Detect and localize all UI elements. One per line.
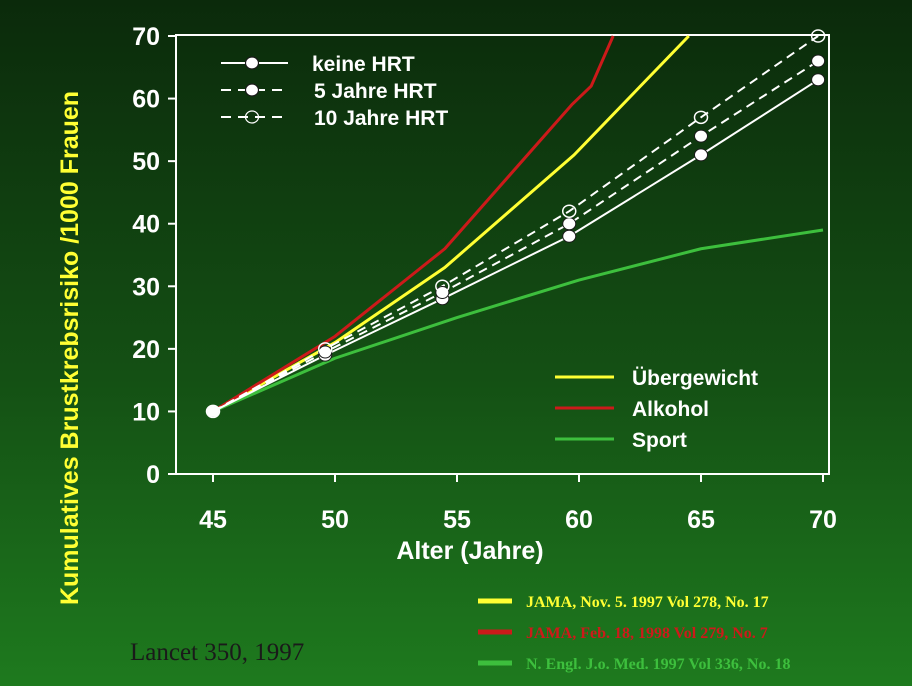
hrt-marker: [561, 204, 577, 218]
legend-hrt-marker: [244, 83, 260, 97]
hrt-marker: [435, 279, 450, 294]
hrt-marker: [693, 110, 709, 125]
hrt-line-2: [212, 60, 819, 413]
y-tick-label: 10: [132, 398, 160, 426]
legend-hrt-label: 5 Jahre HRT: [314, 80, 437, 103]
source-citation: Lancet 350, 1997: [130, 639, 304, 666]
legend-risk-label: Alkohol: [632, 398, 709, 421]
y-tick-label: 40: [132, 211, 160, 239]
hrt-line-1: [212, 78, 819, 413]
legend-risk-label: Sport: [632, 429, 687, 452]
hrt-marker: [562, 229, 577, 243]
risk-line-sport: [212, 228, 824, 413]
x-tick-label: 50: [321, 506, 349, 534]
hrt-marker: [810, 29, 826, 43]
hrt-marker: [205, 404, 221, 419]
y-tick-label: 50: [132, 148, 160, 176]
reference-citation: JAMA, Nov. 5. 1997 Vol 278, No. 17: [526, 594, 769, 611]
legend-hrt-marker: [244, 56, 260, 70]
y-tick-label: 70: [132, 23, 160, 51]
y-tick-label: 20: [132, 336, 160, 364]
x-tick-label: 45: [199, 506, 227, 534]
x-tick-label: 65: [687, 506, 715, 534]
legend-hrt-label: keine HRT: [312, 53, 415, 76]
hrt-marker: [694, 129, 708, 143]
legend-risk-label: Übergewicht: [632, 367, 758, 390]
legend-hrt-label: 10 Jahre HRT: [314, 107, 448, 130]
plot-frame: [175, 34, 830, 475]
y-tick-label: 60: [132, 86, 160, 114]
risk-line-übergewicht: [212, 34, 690, 413]
hrt-marker: [318, 345, 333, 359]
reference-citation: N. Engl. J.o. Med. 1997 Vol 336, No. 18: [526, 656, 790, 673]
reference-citation: JAMA, Feb. 18, 1998 Vol 279, No. 7: [526, 625, 768, 642]
hrt-marker: [811, 54, 826, 68]
hrt-marker: [811, 73, 826, 87]
x-tick-label: 70: [809, 506, 837, 534]
x-tick-label: 60: [565, 506, 593, 534]
x-tick-label: 55: [443, 506, 471, 534]
x-axis-title: Alter (Jahre): [396, 537, 543, 565]
hrt-marker: [317, 342, 333, 356]
hrt-marker: [562, 217, 577, 231]
hrt-line-3: [212, 35, 819, 413]
legend-hrt-marker: [244, 110, 260, 124]
hrt-marker: [694, 148, 708, 162]
y-tick-label: 30: [132, 273, 160, 301]
y-tick-label: 0: [146, 461, 160, 489]
risk-line-alkohol: [212, 35, 615, 413]
y-axis-title: Kumulatives Brustkrebsrisiko /1000 Fraue…: [56, 91, 84, 605]
